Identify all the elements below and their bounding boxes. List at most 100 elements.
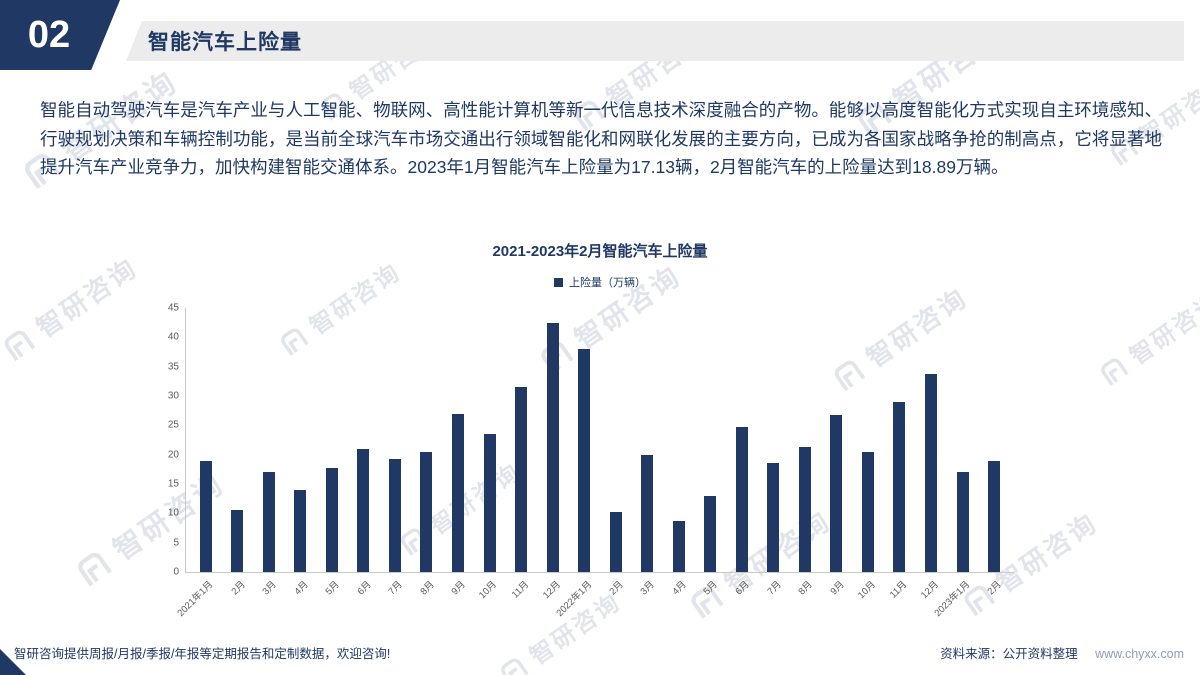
bar — [294, 489, 307, 572]
y-tick-label: 5 — [173, 537, 179, 549]
chart-legend: 上险量（万辆） — [0, 274, 1200, 290]
bar — [672, 520, 685, 572]
intro-paragraph: 智能自动驾驶汽车是汽车产业与人工智能、物联网、高性能计算机等新一代信息技术深度融… — [40, 100, 1162, 178]
bar — [641, 454, 654, 572]
bar-slot: 2022年1月 — [554, 308, 600, 619]
bar-slot: 12月 — [537, 308, 569, 601]
bar-slot: 5月 — [695, 308, 727, 597]
bar-slot: 5月 — [316, 308, 348, 597]
bar — [357, 448, 370, 572]
x-tick-label: 8月 — [796, 579, 815, 598]
bar-slot: 2021年1月 — [176, 308, 222, 619]
bar — [830, 414, 843, 572]
bar — [735, 426, 748, 572]
x-tick-label: 9月 — [449, 579, 468, 598]
bar-slot: 2月 — [222, 308, 254, 597]
bar-slot: 9月 — [821, 308, 853, 597]
y-tick-label: 15 — [167, 478, 179, 490]
y-tick-label: 40 — [167, 331, 179, 343]
bar-slot: 7月 — [379, 308, 411, 597]
x-tick-label: 4月 — [670, 579, 689, 598]
bar — [452, 413, 465, 572]
x-tick-label: 12月 — [918, 579, 941, 602]
x-tick-label: 5月 — [323, 579, 342, 598]
bar — [515, 387, 528, 572]
bars-container: 2021年1月 2月 3月 4月 5月 6月 7月 8月 9月 10月 11月 12月 2022年1月 2… — [176, 308, 1014, 619]
section-number: 02 — [27, 13, 71, 56]
bar-slot: 6月 — [726, 308, 758, 597]
bar — [609, 511, 622, 572]
chart: 2021-2023年2月智能汽车上险量 上险量（万辆） 0 5 10 15 20 25 30… — [0, 240, 1200, 640]
bar-slot: 11月 — [884, 308, 916, 601]
bar-slot: 4月 — [285, 308, 317, 597]
bar-slot: 8月 — [411, 308, 443, 597]
bar-slot: 4月 — [663, 308, 695, 597]
legend-swatch — [554, 277, 563, 287]
bar — [199, 460, 212, 572]
bar-slot: 11月 — [505, 308, 537, 601]
bar-slot: 10月 — [852, 308, 884, 601]
bar — [798, 447, 811, 572]
source-label: 资料来源：公开资料整理 — [940, 647, 1078, 661]
bar-slot: 12月 — [915, 308, 947, 601]
bar — [578, 349, 591, 572]
y-tick-label: 45 — [167, 302, 179, 314]
y-tick-label: 0 — [173, 566, 179, 578]
bar — [988, 461, 1001, 572]
bar — [388, 459, 401, 572]
x-tick-label: 7月 — [386, 579, 405, 598]
bar-slot: 3月 — [631, 308, 663, 597]
bar — [956, 471, 969, 572]
plot-area: 0 5 10 15 20 25 30 35 40 45 2021年1月 2月 3月 4月 5月 6月 7月 8月 9… — [168, 303, 1014, 619]
x-tick-label: 2月 — [228, 579, 248, 598]
x-tick-label: 6月 — [733, 579, 752, 598]
bar — [325, 467, 338, 572]
x-tick-label: 10月 — [855, 579, 878, 602]
y-tick-label: 25 — [167, 419, 179, 431]
y-tick-label: 30 — [167, 390, 179, 402]
chart-title: 2021-2023年2月智能汽车上险量 — [492, 243, 708, 260]
x-tick-label: 2月 — [985, 579, 1004, 598]
bar — [767, 463, 780, 572]
x-tick-label: 7月 — [764, 579, 784, 598]
x-tick-label: 11月 — [509, 579, 531, 601]
x-tick-label: 6月 — [355, 579, 374, 598]
x-tick-label: 4月 — [292, 579, 311, 598]
x-tick-label: 8月 — [418, 579, 437, 598]
page-title: 智能汽车上险量 — [148, 31, 302, 54]
bar-slot: 6月 — [348, 308, 380, 597]
y-tick-label: 20 — [167, 449, 179, 461]
x-tick-label: 5月 — [701, 579, 721, 598]
x-tick-label: 12月 — [540, 579, 563, 602]
x-tick-label: 10月 — [477, 579, 500, 602]
bar-slot: 3月 — [253, 308, 285, 597]
footer-source: 资料来源：公开资料整理 www.chyxx.com — [940, 643, 1184, 662]
x-tick-label: 3月 — [638, 579, 658, 598]
x-tick-label: 9月 — [828, 579, 847, 598]
x-tick-label: 2021年1月 — [175, 579, 216, 620]
bar — [861, 451, 874, 572]
bar-slot: 7月 — [758, 308, 790, 597]
bar — [924, 373, 937, 572]
y-tick-label: 35 — [167, 361, 179, 373]
legend-label: 上险量（万辆） — [569, 277, 646, 289]
bar — [483, 434, 496, 572]
footer-note: 智研咨询提供周报/月报/季报/年报等定期报告和定制数据，欢迎咨询! — [14, 647, 391, 661]
y-tick-label: 10 — [167, 507, 179, 519]
bar-slot: 9月 — [442, 308, 474, 597]
bar — [262, 472, 275, 572]
source-url: www.chyxx.com — [1095, 647, 1184, 661]
bar — [420, 452, 433, 572]
bar — [546, 322, 559, 572]
corner-accent — [0, 649, 26, 675]
bar-slot: 8月 — [789, 308, 821, 597]
section-title-bar: 智能汽车上险量 — [126, 21, 1184, 61]
bar-slot: 2月 — [600, 308, 632, 597]
x-tick-label: 2月 — [607, 579, 626, 598]
bar — [893, 401, 906, 572]
bar — [704, 495, 717, 572]
bar-slot: 10月 — [474, 308, 506, 601]
x-tick-label: 3月 — [260, 579, 279, 598]
x-tick-label: 11月 — [887, 579, 910, 601]
